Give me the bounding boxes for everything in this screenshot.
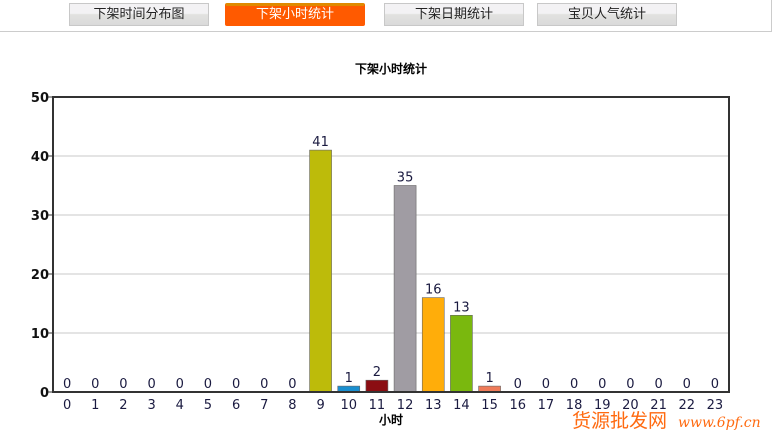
tab-date-stats[interactable]: 下架日期统计 (384, 3, 524, 26)
x-tick-label: 7 (260, 398, 268, 413)
x-tick-label: 23 (707, 398, 724, 413)
data-label-8: 0 (288, 377, 296, 392)
x-tick-label: 0 (63, 398, 71, 413)
data-label-11: 2 (373, 365, 381, 380)
watermark-url: www.6pf.cn (678, 415, 761, 431)
data-label-18: 0 (570, 377, 578, 392)
data-label-17: 0 (542, 377, 550, 392)
data-label-7: 0 (260, 377, 268, 392)
watermark-text: 货源批发网 (572, 410, 668, 432)
y-tick-label: 50 (31, 91, 49, 106)
bar-9 (309, 149, 332, 393)
x-tick-label: 8 (288, 398, 296, 413)
data-label-10: 1 (345, 371, 353, 386)
bar-13 (421, 297, 445, 393)
data-label-21: 0 (654, 377, 662, 392)
x-tick-label: 12 (397, 398, 414, 413)
tab-popularity-stats[interactable]: 宝贝人气统计 (537, 3, 677, 26)
tab-time-distribution[interactable]: 下架时间分布图 (69, 3, 209, 26)
data-label-4: 0 (176, 377, 184, 392)
plot-frame (52, 96, 730, 393)
data-label-9: 41 (312, 135, 329, 150)
x-tick-label: 21 (650, 398, 667, 413)
x-tick-label: 14 (453, 398, 470, 413)
x-tick-label: 16 (509, 398, 526, 413)
data-label-0: 0 (63, 377, 71, 392)
x-tick-label: 15 (481, 398, 498, 413)
x-tick-label: 4 (176, 398, 184, 413)
data-label-3: 0 (147, 377, 155, 392)
y-tick-label: 20 (31, 268, 49, 283)
data-label-1: 0 (91, 377, 99, 392)
data-label-22: 0 (683, 377, 691, 392)
y-tick-label: 40 (31, 150, 49, 165)
x-tick-label: 6 (232, 398, 240, 413)
data-label-23: 0 (711, 377, 719, 392)
x-tick-label: 2 (119, 398, 127, 413)
data-label-13: 16 (425, 283, 442, 298)
data-label-12: 35 (397, 171, 414, 186)
data-label-15: 1 (485, 371, 493, 386)
x-tick-label: 10 (340, 398, 357, 413)
y-tick-label: 10 (31, 327, 49, 342)
bar-12 (393, 185, 417, 393)
x-tick-label: 18 (566, 398, 583, 413)
data-label-16: 0 (514, 377, 522, 392)
y-tick-label: 0 (40, 386, 49, 401)
data-label-19: 0 (598, 377, 606, 392)
x-tick-label: 11 (369, 398, 386, 413)
bar-11 (365, 379, 389, 393)
x-tick-label: 17 (538, 398, 555, 413)
x-axis-label: 小时 (379, 412, 403, 427)
tab-hour-stats[interactable]: 下架小时统计 (225, 3, 365, 26)
data-label-6: 0 (232, 377, 240, 392)
x-tick-label: 5 (204, 398, 212, 413)
data-label-14: 13 (453, 300, 470, 315)
data-label-5: 0 (204, 377, 212, 392)
data-label-2: 0 (119, 377, 127, 392)
bar-14 (450, 314, 473, 393)
chart-title: 下架小时统计 (355, 61, 427, 76)
watermark-logo: 货源批发网 (572, 412, 667, 431)
x-tick-label: 9 (316, 398, 324, 413)
y-tick-label: 30 (31, 209, 49, 224)
data-label-20: 0 (626, 377, 634, 392)
tab-bar: 下架时间分布图 下架小时统计 下架日期统计 宝贝人气统计 (0, 0, 772, 32)
x-tick-label: 20 (622, 398, 639, 413)
x-tick-label: 3 (147, 398, 155, 413)
x-tick-label: 1 (91, 398, 99, 413)
x-tick-label: 19 (594, 398, 611, 413)
x-tick-label: 22 (678, 398, 695, 413)
x-tick-label: 13 (425, 398, 442, 413)
